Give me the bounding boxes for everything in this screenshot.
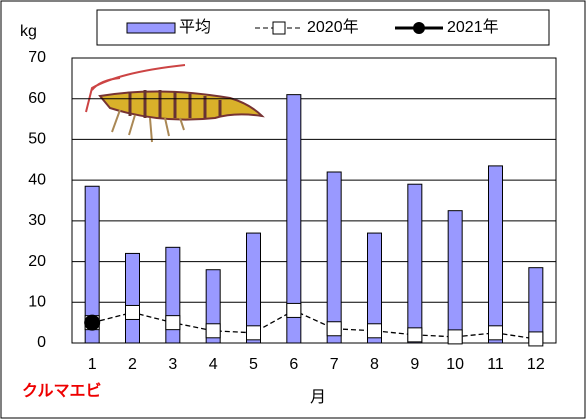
bar xyxy=(125,252,140,344)
bar xyxy=(286,94,302,344)
marker xyxy=(326,321,342,337)
marker xyxy=(367,323,382,339)
bar xyxy=(488,165,503,344)
marker xyxy=(165,315,181,331)
y-tick-label: 30 xyxy=(28,212,46,229)
legend-label: 2021年 xyxy=(447,18,499,36)
bar xyxy=(84,185,100,344)
y-tick-label: 40 xyxy=(28,171,46,188)
marker xyxy=(246,325,261,341)
y-tick-label: 0 xyxy=(37,334,46,351)
x-tick-label: 11 xyxy=(487,356,504,373)
bar xyxy=(246,232,261,344)
marker xyxy=(84,314,101,331)
x-tick-label: 4 xyxy=(209,356,218,373)
y-tick-label: 20 xyxy=(28,253,46,270)
marker xyxy=(447,329,463,345)
y-tick-label: 50 xyxy=(28,131,46,148)
x-tick-label: 12 xyxy=(527,356,545,373)
marker xyxy=(125,304,140,320)
legend-label: 平均 xyxy=(179,18,211,36)
bar xyxy=(447,210,463,344)
y-label: kg xyxy=(20,23,37,40)
x-tick-label: 7 xyxy=(330,356,339,373)
x-tick-label: 9 xyxy=(410,356,419,373)
x-tick-label: 6 xyxy=(289,356,298,373)
marker xyxy=(488,325,503,341)
marker xyxy=(407,327,423,343)
annotation: クルマエビ xyxy=(22,382,102,400)
y-tick-label: 10 xyxy=(28,294,46,311)
x-tick-label: 1 xyxy=(88,356,97,373)
legend-swatch xyxy=(413,22,425,34)
bar xyxy=(407,183,423,344)
x-tick-label: 5 xyxy=(249,356,258,373)
legend-swatch xyxy=(272,21,286,35)
bar xyxy=(367,232,382,344)
legend-swatch xyxy=(126,22,176,34)
marker xyxy=(528,331,544,347)
x-tick-label: 2 xyxy=(128,356,137,373)
x-tick-label: 3 xyxy=(168,356,177,373)
y-tick-label: 70 xyxy=(28,49,46,66)
legend-label: 2020年 xyxy=(307,18,359,36)
x-tick-label: 8 xyxy=(370,356,379,373)
bar xyxy=(326,171,342,344)
y-tick-label: 60 xyxy=(28,90,46,107)
x-tick-label: 10 xyxy=(446,356,464,373)
marker xyxy=(286,302,302,318)
x-label: 月 xyxy=(310,389,326,406)
marker xyxy=(205,323,221,339)
